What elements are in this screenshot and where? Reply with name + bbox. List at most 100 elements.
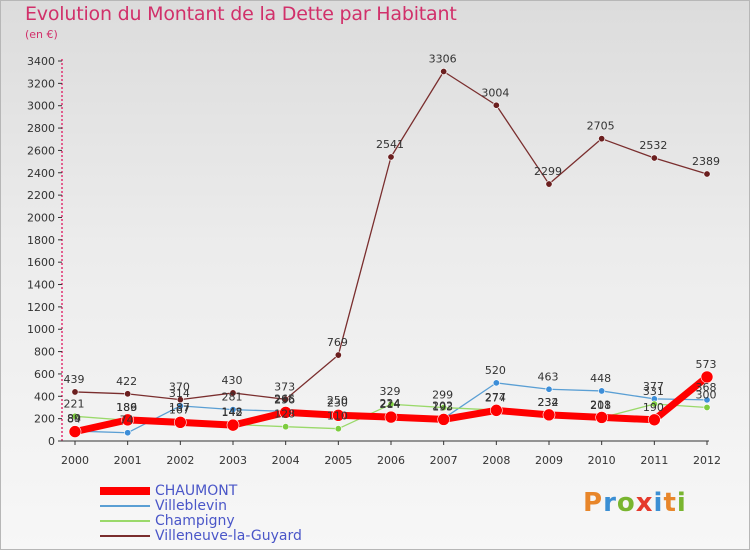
- data-point-champigny: [282, 423, 290, 431]
- y-tick-label: 800: [34, 346, 55, 359]
- data-label-villeblevin: 89: [67, 412, 81, 425]
- data-point-villeneuve-la-guyard: [440, 68, 448, 76]
- x-tick-label: 2010: [588, 454, 616, 467]
- y-tick-label: 3200: [27, 77, 55, 90]
- data-point-villeblevin: [229, 406, 237, 414]
- data-label-champigny: 232: [538, 396, 559, 409]
- data-point-chaumont: [226, 418, 240, 432]
- data-point-chaumont: [68, 425, 82, 438]
- x-tick-label: 2006: [377, 454, 405, 467]
- data-point-villeblevin: [598, 387, 606, 395]
- data-point-chaumont: [332, 408, 345, 422]
- data-label-chaumont: 142: [222, 406, 243, 419]
- data-point-chaumont: [700, 370, 714, 384]
- data-label-villeblevin: 281: [222, 391, 243, 404]
- data-label-champigny: 221: [64, 397, 85, 410]
- data-label-champigny: 331: [643, 385, 664, 398]
- logo-letter: P: [583, 488, 604, 518]
- data-point-villeblevin: [176, 402, 184, 410]
- legend-swatch-champigny: [100, 520, 150, 522]
- data-label-villeblevin: 520: [485, 364, 506, 377]
- data-label-villeneuve-la-guyard: 2541: [376, 138, 404, 151]
- data-label-villeneuve-la-guyard: 769: [327, 336, 348, 349]
- data-label-champigny: 187: [169, 401, 190, 414]
- chart-title: Evolution du Montant de la Dette par Hab…: [25, 3, 457, 25]
- legend-label-villeneuve-la-guyard: Villeneuve-la-Guyard: [155, 528, 302, 544]
- data-point-villeblevin: [703, 396, 711, 404]
- data-point-chaumont: [490, 404, 503, 417]
- data-point-villeneuve-la-guyard: [229, 389, 237, 397]
- logo-letter: t: [663, 488, 677, 518]
- data-label-villeblevin: 314: [169, 387, 190, 400]
- data-label-villeneuve-la-guyard: 370: [169, 381, 190, 394]
- data-point-champigny: [387, 400, 395, 408]
- chart-unit-label: (en €): [25, 28, 58, 41]
- data-label-chaumont: 230: [327, 396, 348, 409]
- data-label-villeneuve-la-guyard: 2299: [534, 165, 562, 178]
- data-label-champigny: 148: [222, 405, 243, 418]
- data-label-champigny: 299: [432, 389, 453, 402]
- data-point-villeblevin: [124, 429, 132, 437]
- x-tick-label: 2011: [640, 454, 668, 467]
- data-point-chaumont: [174, 416, 187, 429]
- y-tick-label: 2400: [27, 167, 55, 180]
- data-point-villeblevin: [545, 385, 553, 393]
- legend-swatch-villeblevin: [100, 505, 150, 507]
- data-label-villeneuve-la-guyard: 2705: [587, 120, 615, 133]
- y-tick-label: 400: [34, 390, 55, 403]
- data-point-chaumont: [437, 413, 450, 426]
- x-tick-label: 2001: [114, 454, 142, 467]
- y-tick-label: 1200: [27, 301, 55, 314]
- x-tick-label: 2007: [430, 454, 458, 467]
- data-label-champigny: 128: [274, 408, 295, 421]
- data-label-villeneuve-la-guyard: 422: [116, 375, 137, 388]
- data-label-chaumont: 234: [538, 396, 559, 409]
- data-label-chaumont: 190: [643, 401, 664, 414]
- data-point-villeneuve-la-guyard: [387, 153, 395, 161]
- data-label-chaumont: 256: [274, 393, 295, 406]
- data-label-villeblevin: 224: [380, 397, 401, 410]
- data-point-champigny: [703, 403, 711, 411]
- data-label-villeblevin: 377: [643, 380, 664, 393]
- data-point-chaumont: [648, 413, 661, 427]
- data-point-villeneuve-la-guyard: [650, 154, 658, 162]
- y-tick-label: 1800: [27, 234, 55, 247]
- data-point-villeneuve-la-guyard: [71, 388, 79, 396]
- data-label-villeblevin: 463: [538, 370, 559, 383]
- x-tick-label: 2005: [324, 454, 352, 467]
- data-label-villeblevin: 265: [274, 392, 295, 405]
- data-label-champigny: 277: [485, 391, 506, 404]
- data-label-chaumont: 274: [485, 391, 506, 404]
- data-label-champigny: 300: [696, 388, 717, 401]
- x-tick-label: 2004: [272, 454, 300, 467]
- logo-letter: o: [616, 488, 636, 518]
- data-point-chaumont: [279, 406, 292, 419]
- x-tick-label: 2003: [219, 454, 247, 467]
- logo-letter: i: [653, 488, 664, 518]
- data-label-villeneuve-la-guyard: 2389: [692, 155, 720, 168]
- logo-letter: i: [676, 488, 687, 518]
- y-tick-label: 600: [34, 368, 55, 381]
- legend-label-champigny: Champigny: [155, 513, 235, 529]
- data-label-champigny: 208: [590, 399, 611, 412]
- data-point-champigny: [440, 404, 448, 412]
- x-tick-label: 2012: [693, 454, 721, 467]
- data-label-chaumont: 167: [169, 403, 190, 416]
- data-point-champigny: [650, 400, 658, 408]
- data-label-villeneuve-la-guyard: 430: [222, 374, 243, 387]
- y-tick-label: 3000: [27, 100, 55, 113]
- x-tick-label: 2002: [166, 454, 194, 467]
- proxiti-logo: Proxiti: [583, 488, 687, 518]
- data-label-villeblevin: 202: [432, 399, 453, 412]
- data-label-villeneuve-la-guyard: 3306: [429, 53, 457, 66]
- data-point-chaumont: [542, 408, 556, 422]
- y-tick-label: 1000: [27, 323, 55, 336]
- data-label-chaumont: 193: [432, 400, 453, 413]
- legend-swatch-chaumont: [100, 487, 150, 495]
- y-tick-label: 0: [48, 435, 55, 448]
- data-point-chaumont: [121, 413, 134, 427]
- data-label-villeneuve-la-guyard: 3004: [481, 86, 509, 99]
- data-label-champigny: 329: [380, 385, 401, 398]
- legend-label-villeblevin: Villeblevin: [155, 498, 227, 514]
